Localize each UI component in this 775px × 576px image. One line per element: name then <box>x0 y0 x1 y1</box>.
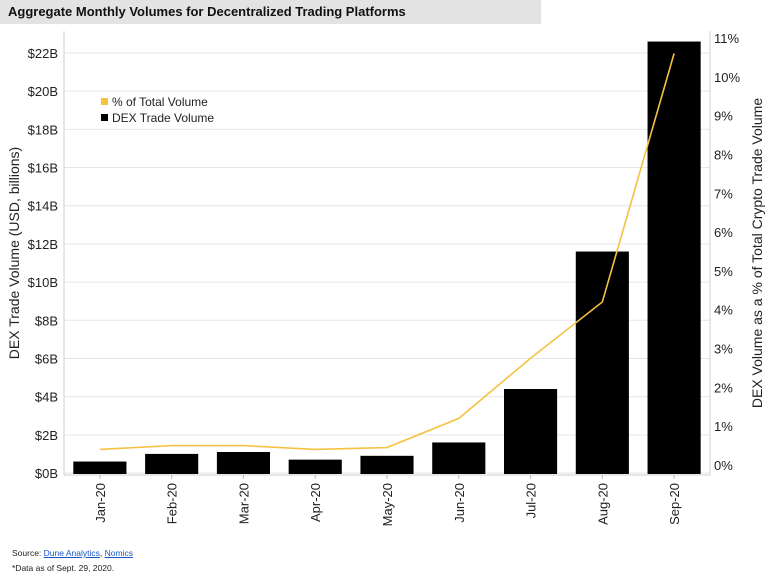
data-note: *Data as of Sept. 29, 2020. <box>12 563 115 573</box>
y-tick-label-8: $16B <box>28 161 58 176</box>
y-axis-title: DEX Trade Volume (USD, billions) <box>6 147 22 359</box>
y-tick-label-6: $12B <box>28 237 58 252</box>
bar-sep-20 <box>647 41 701 474</box>
x-tick-label-may-20: May-20 <box>380 483 395 526</box>
y-tick-label-0: $0B <box>35 466 58 481</box>
x-tick-label-feb-20: Feb-20 <box>165 483 180 524</box>
y-tick-label-7: $14B <box>28 199 58 214</box>
y-tick-label-1: $2B <box>35 428 58 443</box>
pct-total-volume-line <box>99 53 675 451</box>
source-link-dune[interactable]: Dune Analytics <box>43 548 100 558</box>
chart-title: Aggregate Monthly Volumes for Decentrali… <box>8 4 406 19</box>
x-tick-label-jul-20: Jul-20 <box>524 483 539 518</box>
x-tick-label-aug-20: Aug-20 <box>595 483 610 525</box>
bar-apr-20 <box>288 459 342 474</box>
y2-tick-label-2: 2% <box>714 380 733 395</box>
y2-tick-label-0: 0% <box>714 458 733 473</box>
bar-may-20 <box>360 455 414 474</box>
x-tick-label-jun-20: Jun-20 <box>452 483 467 523</box>
legend-label-dex: DEX Trade Volume <box>112 111 214 125</box>
x-tick-label-mar-20: Mar-20 <box>236 483 251 524</box>
y-tick-label-11: $22B <box>28 46 58 61</box>
legend-label-pct: % of Total Volume <box>112 95 208 109</box>
y2-tick-label-3: 3% <box>714 342 733 357</box>
y2-tick-label-9: 9% <box>714 109 733 124</box>
y2-tick-label-5: 5% <box>714 264 733 279</box>
x-tick-label-sep-20: Sep-20 <box>667 483 682 525</box>
bar-aug-20 <box>575 251 629 474</box>
legend-swatch-pct <box>101 98 108 105</box>
source-link-nomics[interactable]: Nomics <box>104 548 133 558</box>
y-tick-label-9: $18B <box>28 122 58 137</box>
y2-axis-title: DEX Volume as a % of Total Crypto Trade … <box>749 98 765 408</box>
y2-tick-label-6: 6% <box>714 225 733 240</box>
y-tick-label-5: $10B <box>28 275 58 290</box>
y-tick-label-2: $4B <box>35 390 58 405</box>
bar-jan-20 <box>73 461 127 474</box>
source-separator: , <box>99 548 105 558</box>
y2-tick-label-11: 11% <box>714 31 739 46</box>
y2-tick-label-10: 10% <box>714 70 740 85</box>
y-tick-label-4: $8B <box>35 313 58 328</box>
bar-feb-20 <box>145 453 199 474</box>
legend-swatch-dex <box>101 114 108 121</box>
bar-jul-20 <box>503 389 558 474</box>
x-tick-label-jan-20: Jan-20 <box>93 483 108 523</box>
y2-tick-label-8: 8% <box>714 147 733 162</box>
y2-tick-label-1: 1% <box>714 419 733 434</box>
x-tick-label-apr-20: Apr-20 <box>308 483 323 522</box>
bar-jun-20 <box>432 442 486 474</box>
source-line: Source: Dune Analytics, Nomics <box>12 548 133 558</box>
title-bar: Aggregate Monthly Volumes for Decentrali… <box>0 0 541 24</box>
y2-tick-label-4: 4% <box>714 303 733 318</box>
source-prefix: Source: <box>12 548 44 558</box>
y-tick-label-10: $20B <box>28 84 58 99</box>
y2-tick-label-7: 7% <box>714 186 733 201</box>
bar-mar-20 <box>216 452 271 474</box>
y-tick-label-3: $6B <box>35 351 58 366</box>
